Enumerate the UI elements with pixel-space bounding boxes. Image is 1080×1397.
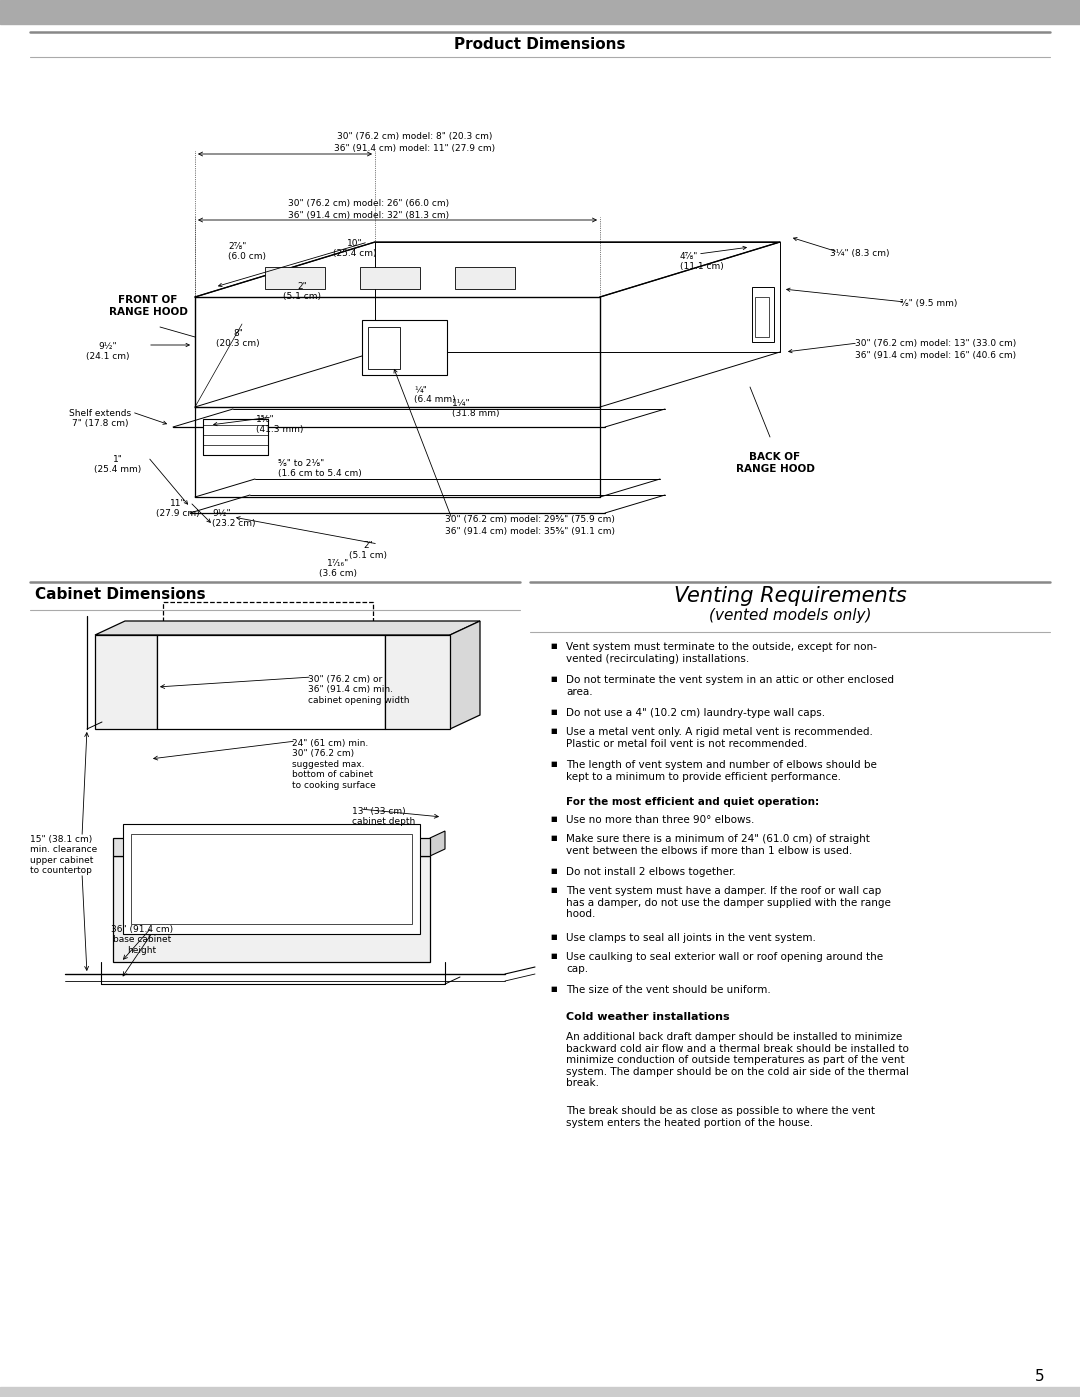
Text: 30" (76.2 cm) model: 29⅝" (75.9 cm): 30" (76.2 cm) model: 29⅝" (75.9 cm) <box>445 515 615 524</box>
Text: ⅜" (9.5 mm): ⅜" (9.5 mm) <box>900 299 957 307</box>
Bar <box>384 636 450 729</box>
Text: 1¼"
(31.8 mm): 1¼" (31.8 mm) <box>453 400 499 418</box>
Bar <box>0 1387 1080 1397</box>
Text: For the most efficient and quiet operation:: For the most efficient and quiet operati… <box>566 798 819 807</box>
Text: Shelf extends
7" (17.8 cm): Shelf extends 7" (17.8 cm) <box>69 409 131 429</box>
Bar <box>163 694 373 724</box>
Bar <box>131 834 411 923</box>
Bar <box>455 267 515 289</box>
Text: Cold weather installations: Cold weather installations <box>566 1011 730 1023</box>
Text: 30" (76.2 cm) or
36" (91.4 cm) min.
cabinet opening width: 30" (76.2 cm) or 36" (91.4 cm) min. cabi… <box>308 675 409 705</box>
Bar <box>123 824 420 935</box>
Text: Use caulking to seal exterior wall or roof opening around the
cap.: Use caulking to seal exterior wall or ro… <box>566 951 883 974</box>
Bar <box>265 267 325 289</box>
Text: 2"
(5.1 cm): 2" (5.1 cm) <box>349 541 387 560</box>
Text: Cabinet Dimensions: Cabinet Dimensions <box>35 587 205 602</box>
Bar <box>163 602 373 697</box>
Text: 4⅞"
(11.1 cm): 4⅞" (11.1 cm) <box>680 251 724 271</box>
Text: 8"
(20.3 cm): 8" (20.3 cm) <box>216 330 260 348</box>
Text: BACK OF
RANGE HOOD: BACK OF RANGE HOOD <box>735 453 814 474</box>
Polygon shape <box>450 622 480 729</box>
Text: ■: ■ <box>550 868 556 875</box>
Text: ■: ■ <box>550 761 556 767</box>
Bar <box>368 327 400 369</box>
Text: (vented models only): (vented models only) <box>708 608 872 623</box>
Bar <box>752 286 774 342</box>
Text: 36" (91.4 cm) model: 32" (81.3 cm): 36" (91.4 cm) model: 32" (81.3 cm) <box>288 211 449 219</box>
Bar <box>360 267 420 289</box>
Text: 36" (91.4 cm) model: 35⅝" (91.1 cm): 36" (91.4 cm) model: 35⅝" (91.1 cm) <box>445 527 615 536</box>
Text: 1"
(25.4 mm): 1" (25.4 mm) <box>94 455 141 475</box>
Text: 9½"
(23.2 cm): 9½" (23.2 cm) <box>212 509 256 528</box>
Bar <box>362 320 447 374</box>
Text: 30" (76.2 cm) model: 26" (66.0 cm): 30" (76.2 cm) model: 26" (66.0 cm) <box>288 198 449 208</box>
Text: Use no more than three 90° elbows.: Use no more than three 90° elbows. <box>566 814 754 826</box>
Text: Do not terminate the vent system in an attic or other enclosed
area.: Do not terminate the vent system in an a… <box>566 675 894 697</box>
Text: 15" (38.1 cm)
min. clearance
upper cabinet
to countertop: 15" (38.1 cm) min. clearance upper cabin… <box>30 835 97 875</box>
Text: ■: ■ <box>550 643 556 650</box>
Text: 13" (33 cm)
cabinet depth: 13" (33 cm) cabinet depth <box>352 807 415 827</box>
Text: ■: ■ <box>550 816 556 821</box>
Text: 36" (91.4 cm) model: 16" (40.6 cm): 36" (91.4 cm) model: 16" (40.6 cm) <box>855 351 1016 360</box>
Text: 30" (76.2 cm) model: 13" (33.0 cm): 30" (76.2 cm) model: 13" (33.0 cm) <box>855 339 1016 348</box>
Text: ■: ■ <box>550 676 556 682</box>
Bar <box>203 419 268 455</box>
Text: Product Dimensions: Product Dimensions <box>455 36 625 52</box>
Text: 9½"
(24.1 cm): 9½" (24.1 cm) <box>86 342 130 362</box>
Text: ■: ■ <box>550 953 556 958</box>
Text: ■: ■ <box>550 728 556 733</box>
Text: Vent system must terminate to the outside, except for non-
vented (recirculating: Vent system must terminate to the outsid… <box>566 643 877 664</box>
Polygon shape <box>95 622 480 636</box>
Text: 36" (91.4 cm) model: 11" (27.9 cm): 36" (91.4 cm) model: 11" (27.9 cm) <box>335 144 496 154</box>
Text: The vent system must have a damper. If the roof or wall cap
has a damper, do not: The vent system must have a damper. If t… <box>566 886 891 919</box>
Text: Venting Requirements: Venting Requirements <box>674 585 906 606</box>
Text: 3¼" (8.3 cm): 3¼" (8.3 cm) <box>831 249 890 258</box>
Text: 36" (91.4 cm)
base cabinet
height: 36" (91.4 cm) base cabinet height <box>111 925 173 954</box>
Text: ■: ■ <box>550 887 556 893</box>
Text: The length of vent system and number of elbows should be
kept to a minimum to pr: The length of vent system and number of … <box>566 760 877 781</box>
Bar <box>0 0 1080 24</box>
Bar <box>151 872 281 894</box>
Text: 1⅝"
(41.3 mm): 1⅝" (41.3 mm) <box>256 415 303 434</box>
Text: ■: ■ <box>550 710 556 715</box>
Text: The size of the vent should be uniform.: The size of the vent should be uniform. <box>566 985 771 995</box>
Text: FRONT OF
RANGE HOOD: FRONT OF RANGE HOOD <box>109 295 188 317</box>
Text: Do not install 2 elbows together.: Do not install 2 elbows together. <box>566 868 735 877</box>
Text: 11"
(27.9 cm): 11" (27.9 cm) <box>157 499 200 518</box>
Text: 1⁷⁄₁₆"
(3.6 cm): 1⁷⁄₁₆" (3.6 cm) <box>319 559 357 578</box>
Text: ■: ■ <box>550 935 556 940</box>
Text: 2⅞"
(6.0 cm): 2⅞" (6.0 cm) <box>228 242 266 261</box>
Text: ¼"
(6.4 mm): ¼" (6.4 mm) <box>414 386 456 404</box>
Text: Use a metal vent only. A rigid metal vent is recommended.
Plastic or metal foil : Use a metal vent only. A rigid metal ven… <box>566 726 873 749</box>
Text: An additional back draft damper should be installed to minimize
backward cold ai: An additional back draft damper should b… <box>566 1032 909 1088</box>
Bar <box>113 838 430 856</box>
Text: 5: 5 <box>1036 1369 1045 1384</box>
Text: Use clamps to seal all joints in the vent system.: Use clamps to seal all joints in the ven… <box>566 933 815 943</box>
Text: ■: ■ <box>550 835 556 841</box>
Text: The break should be as close as possible to where the vent
system enters the hea: The break should be as close as possible… <box>566 1106 875 1127</box>
Bar <box>113 856 430 963</box>
Text: 30" (76.2 cm) model: 8" (20.3 cm): 30" (76.2 cm) model: 8" (20.3 cm) <box>337 131 492 141</box>
Text: 2"
(5.1 cm): 2" (5.1 cm) <box>283 282 321 302</box>
Text: 10"
(25.4 cm): 10" (25.4 cm) <box>334 239 377 258</box>
Text: 24" (61 cm) min.
30" (76.2 cm)
suggested max.
bottom of cabinet
to cooking surfa: 24" (61 cm) min. 30" (76.2 cm) suggested… <box>292 739 376 789</box>
Polygon shape <box>430 831 445 856</box>
Bar <box>95 636 157 729</box>
Text: ■: ■ <box>550 986 556 992</box>
Text: ⅝" to 2⅛"
(1.6 cm to 5.4 cm): ⅝" to 2⅛" (1.6 cm to 5.4 cm) <box>278 460 362 478</box>
Text: Do not use a 4" (10.2 cm) laundry-type wall caps.: Do not use a 4" (10.2 cm) laundry-type w… <box>566 708 825 718</box>
Bar <box>157 636 384 729</box>
Text: Make sure there is a minimum of 24" (61.0 cm) of straight
vent between the elbow: Make sure there is a minimum of 24" (61.… <box>566 834 869 855</box>
Bar <box>755 298 769 337</box>
